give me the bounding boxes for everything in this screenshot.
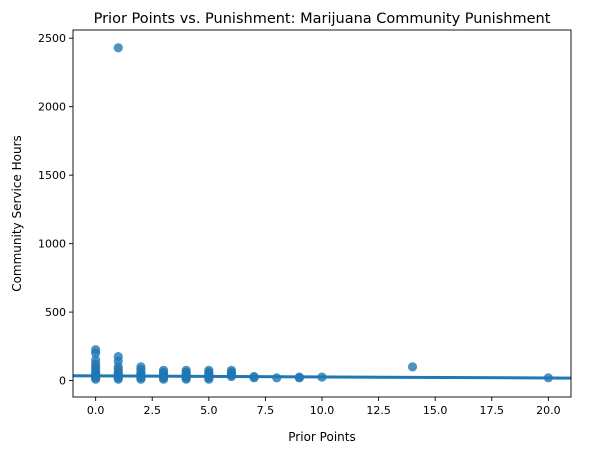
x-tick-label: 0.0 <box>87 404 105 417</box>
chart-title: Prior Points vs. Punishment: Marijuana C… <box>94 11 551 27</box>
data-point <box>272 373 282 383</box>
x-tick-label: 12.5 <box>366 404 391 417</box>
x-tick-label: 15.0 <box>423 404 448 417</box>
data-point <box>226 371 237 382</box>
x-axis-ticks: 0.0 2.5 5.0 7.5 10.0 12.5 15.0 17.5 20.0 <box>87 397 561 417</box>
y-tick-label: 2000 <box>38 101 66 114</box>
data-point <box>136 374 146 384</box>
data-point <box>91 348 101 358</box>
y-tick-label: 2500 <box>38 32 66 45</box>
data-point <box>294 373 304 383</box>
y-tick-label: 1500 <box>38 169 66 182</box>
y-tick-label: 0 <box>59 375 66 388</box>
data-point <box>181 374 191 384</box>
data-point <box>113 374 123 384</box>
x-tick-label: 5.0 <box>200 404 218 417</box>
x-tick-label: 10.0 <box>310 404 335 417</box>
x-tick-label: 7.5 <box>257 404 275 417</box>
data-point <box>158 374 169 384</box>
data-point <box>113 43 123 53</box>
data-point <box>91 374 101 384</box>
data-point <box>249 373 259 383</box>
y-axis-label: Community Service Hours <box>10 135 24 292</box>
y-tick-label: 500 <box>45 306 66 319</box>
y-tick-label: 1000 <box>38 238 66 251</box>
data-point <box>204 374 214 384</box>
points-layer <box>91 43 553 384</box>
data-point <box>317 372 327 382</box>
x-tick-label: 2.5 <box>143 404 161 417</box>
plot-frame <box>72 29 572 398</box>
data-point <box>407 362 418 372</box>
x-axis-label: Prior Points <box>288 430 355 444</box>
data-point <box>543 373 553 383</box>
x-tick-label: 20.0 <box>536 404 561 417</box>
y-axis-ticks: 0 500 1000 1500 2000 2500 <box>38 32 73 388</box>
x-tick-label: 17.5 <box>480 404 505 417</box>
